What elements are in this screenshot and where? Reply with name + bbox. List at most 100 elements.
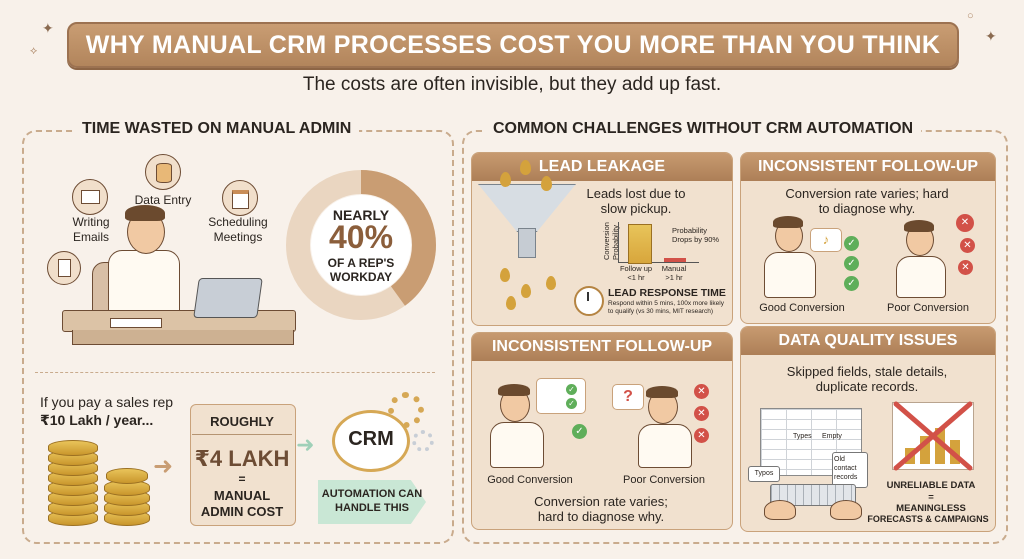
automation-line-1: AUTOMATION CAN — [321, 488, 423, 500]
spreadsheet-icon — [760, 408, 862, 476]
task-data-entry: Data Entry — [134, 193, 192, 207]
document-icon — [47, 251, 81, 285]
desk — [62, 310, 296, 332]
cost-salary: ₹10 Lakh / year... — [40, 412, 154, 428]
coin-stack-icon — [48, 440, 150, 530]
donut-label-reps: OF A REP'S — [327, 256, 395, 270]
stopwatch-icon — [574, 286, 604, 316]
bar-manual — [664, 258, 686, 262]
donut-arc-40-percent — [286, 170, 436, 320]
gear-icon — [412, 430, 434, 452]
left-section-title: TIME WASTED ON MANUAL ADMIN — [74, 120, 360, 138]
sparkle-icon: ○ — [967, 10, 974, 22]
calendar-icon — [222, 180, 258, 216]
task-scheduling: Scheduling Meetings — [208, 215, 268, 244]
lead-drop-icon — [520, 160, 531, 175]
page-title: WHY MANUAL CRM PROCESSES COST YOU MORE T… — [85, 31, 941, 59]
cost-breakdown-box — [190, 404, 296, 526]
page-subtitle: The costs are often invisible, but they … — [302, 74, 722, 95]
unreliable-data: UNRELIABLE DATA — [886, 480, 976, 491]
happy-rep-hair — [498, 384, 530, 396]
left-divider — [35, 372, 435, 373]
cost-equals: = — [238, 472, 246, 486]
chart-axis — [618, 222, 699, 263]
donut-center — [311, 195, 411, 295]
workday-donut-chart — [286, 170, 436, 320]
typos-label: Typos — [754, 470, 774, 477]
arrow-right-icon: ➜ — [296, 432, 315, 457]
cell-types: Types — [793, 433, 812, 440]
probability-note: Probability Drops by 90% — [672, 226, 720, 244]
happy-rep-body — [490, 422, 544, 468]
crm-label: CRM — [348, 428, 394, 450]
worker-body — [108, 250, 180, 314]
lead-leakage-text: Leads lost due to slow pickup. — [586, 186, 686, 216]
email-icon — [72, 179, 108, 215]
sad-rep-hair — [646, 386, 678, 398]
follow-up-top-title: INCONSISTENT FOLLOW-UP — [741, 153, 995, 181]
chart-bar — [935, 428, 945, 464]
funnel-spout — [518, 228, 536, 258]
cell-empty: Empty — [822, 433, 842, 440]
follow-up-top-poor: Poor Conversion — [887, 302, 969, 314]
laptop-icon — [193, 278, 263, 318]
chart-bar — [920, 436, 930, 464]
sad-rep-body — [638, 424, 692, 468]
lead-drop-icon — [500, 268, 510, 282]
unreliable-equals: = — [928, 492, 934, 503]
response-title: LEAD RESPONSE TIME — [608, 287, 726, 299]
happy-rep-body — [764, 252, 816, 298]
sparkle-icon: ✦ — [42, 20, 54, 36]
lead-drop-icon — [500, 172, 511, 187]
bar-label-manual: Manual >1 hr — [661, 264, 687, 282]
right-section-title: COMMON CHALLENGES WITHOUT CRM AUTOMATION — [485, 120, 922, 138]
bar-label-follow-up: Follow up <1 hr — [619, 264, 653, 282]
data-quality-text: Skipped fields, stale details, duplicate… — [786, 364, 948, 394]
follow-up-bottom-title: INCONSISTENT FOLLOW-UP — [472, 333, 732, 361]
lead-leakage-title: LEAD LEAKAGE — [472, 153, 732, 181]
check-icon: ✓ — [844, 256, 859, 271]
torn-edge — [192, 434, 292, 435]
response-text: Respond within 5 mins, 100x more likely … — [608, 300, 724, 315]
data-quality-title: DATA QUALITY ISSUES — [741, 327, 995, 355]
donut-label-percent: 40% — [328, 219, 394, 255]
check-icon: ✓ — [566, 398, 577, 409]
cost-manual-1: MANUAL — [213, 488, 271, 503]
sparkle-icon: ⟡ — [30, 45, 38, 57]
lead-drop-icon — [546, 276, 556, 290]
stopwatch-hand — [587, 292, 589, 301]
automation-arrow — [318, 480, 426, 524]
keyboard-icon — [770, 484, 856, 506]
x-icon: ✕ — [956, 214, 974, 232]
old-records-label: Old contact records — [834, 456, 858, 481]
hands-icon — [764, 500, 796, 520]
red-cross-icon — [893, 401, 973, 471]
lead-drop-icon — [506, 296, 516, 310]
cost-manual-2: ADMIN COST — [200, 504, 284, 519]
cost-roughly: ROUGHLY — [210, 414, 274, 429]
meaningless-1: MEANINGLESS — [896, 503, 966, 514]
check-icon: ✓ — [844, 236, 859, 251]
sad-rep-body — [896, 256, 946, 298]
follow-up-top-good: Good Conversion — [759, 302, 845, 314]
worker-hair — [125, 205, 165, 221]
x-icon: ✕ — [694, 406, 709, 421]
bar-follow-up — [628, 224, 652, 264]
gear-icon — [388, 392, 424, 428]
follow-up-bottom-poor: Poor Conversion — [623, 474, 705, 486]
paper-icon — [110, 318, 162, 328]
chat-bubble-icon — [536, 378, 586, 414]
donut-label-nearly: NEARLY — [332, 207, 390, 223]
follow-up-top-text: Conversion rate varies; hard to diagnose… — [785, 186, 949, 216]
crm-badge — [332, 410, 410, 472]
donut-label-workday: WORKDAY — [329, 270, 393, 284]
question-icon: ? — [612, 384, 644, 410]
meaningless-2: FORECASTS & CAMPAIGNS — [867, 514, 989, 524]
automation-line-2: HANDLE THIS — [335, 502, 409, 514]
follow-up-bottom-good: Good Conversion — [487, 474, 573, 486]
cost-amount: ₹4 LAKH — [194, 446, 290, 471]
lead-drop-icon — [541, 176, 552, 191]
x-icon: ✕ — [694, 384, 709, 399]
typos-tag — [748, 466, 780, 482]
task-writing-emails: Writing Emails — [72, 215, 110, 244]
